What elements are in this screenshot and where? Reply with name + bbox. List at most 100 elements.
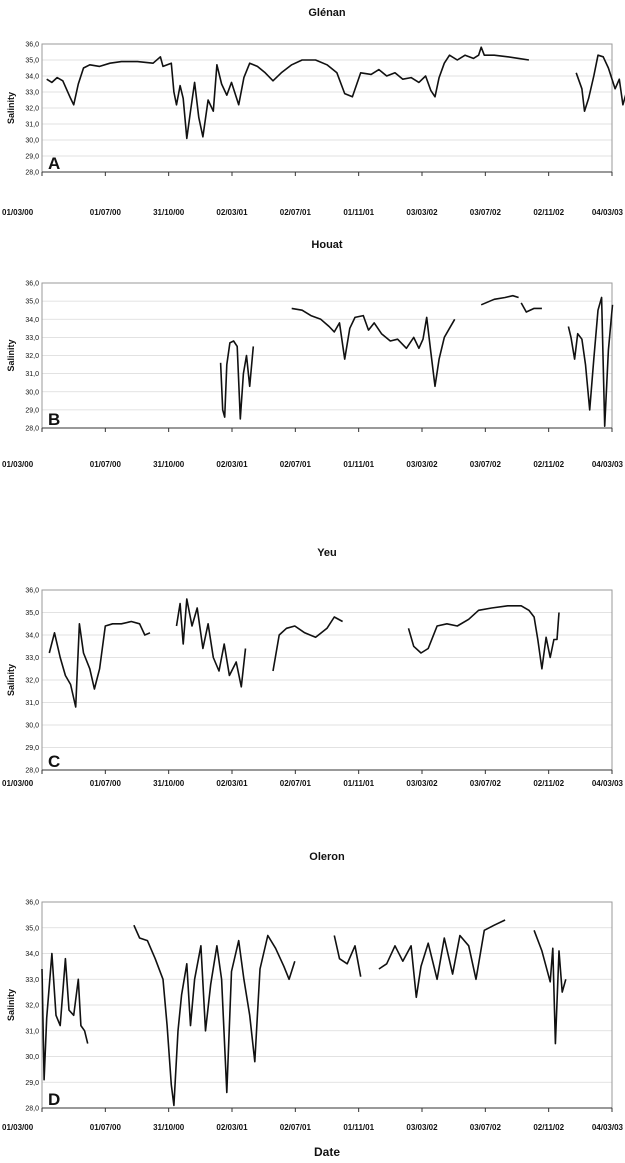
chart-title: Glénan xyxy=(308,7,346,19)
salinity-series-line xyxy=(533,930,567,1045)
salinity-series-line xyxy=(46,46,530,140)
salinity-series-line xyxy=(291,307,456,388)
x-tick-label: 01/03/00 xyxy=(2,460,34,469)
y-tick-label: 35,0 xyxy=(25,299,39,306)
y-tick-label: 31,0 xyxy=(25,122,39,129)
salinity-series-line xyxy=(480,294,519,306)
y-tick-label: 30,0 xyxy=(25,138,39,145)
y-tick-label: 28,0 xyxy=(25,426,39,433)
x-tick-label: 01/07/00 xyxy=(90,460,122,469)
salinity-series-line xyxy=(575,54,625,112)
y-tick-label: 31,0 xyxy=(25,1028,39,1035)
x-tick-label: 01/03/00 xyxy=(2,779,34,788)
x-tick-label: 03/07/02 xyxy=(470,208,502,217)
salinity-series-line xyxy=(133,924,296,1107)
y-tick-label: 34,0 xyxy=(25,317,39,324)
x-tick-label: 01/07/00 xyxy=(90,779,122,788)
y-tick-label: 33,0 xyxy=(25,977,39,984)
x-tick-label: 02/07/01 xyxy=(280,460,312,469)
x-tick-label: 02/07/01 xyxy=(280,1123,312,1132)
panel-letter: A xyxy=(48,154,60,173)
x-tick-label: 31/10/00 xyxy=(153,1123,185,1132)
y-axis-label: Salinity xyxy=(6,339,16,371)
salinity-series-line xyxy=(219,340,255,420)
y-tick-label: 36,0 xyxy=(25,588,39,595)
x-tick-label: 02/07/01 xyxy=(280,208,312,217)
y-tick-label: 32,0 xyxy=(25,106,39,113)
y-tick-label: 35,0 xyxy=(25,610,39,617)
chart-panel-c: Yeu 28,0 29,0 30,0 31,0 32,0 33,0 34,0 35,0 36,0 0… xyxy=(2,547,624,788)
y-tick-label: 36,0 xyxy=(25,281,39,288)
y-tick-label: 28,0 xyxy=(25,768,39,775)
x-tick-label: 01/11/01 xyxy=(343,208,374,217)
chart-panel-d: Oleron 28,0 29,0 30,0 31,0 32,0 33,0 34,0 35,0 36… xyxy=(2,851,624,1159)
y-tick-label: 30,0 xyxy=(25,1054,39,1061)
y-tick-label: 34,0 xyxy=(25,74,39,81)
salinity-series-line xyxy=(567,296,614,427)
chart-title: Yeu xyxy=(317,547,337,559)
x-tick-label: 04/03/03 xyxy=(592,208,624,217)
y-axis-label: Salinity xyxy=(6,92,16,124)
panel-letter: B xyxy=(48,410,60,429)
x-tick-label: 02/11/02 xyxy=(533,208,564,217)
y-tick-label: 36,0 xyxy=(25,900,39,907)
x-tick-label: 03/03/02 xyxy=(406,460,438,469)
y-tick-label: 32,0 xyxy=(25,678,39,685)
x-tick-label: 02/11/02 xyxy=(533,1123,564,1132)
chart-title: Oleron xyxy=(309,851,345,863)
y-tick-label: 29,0 xyxy=(25,154,39,161)
y-tick-label: 28,0 xyxy=(25,1106,39,1113)
x-tick-label: 01/03/00 xyxy=(2,1123,34,1132)
y-tick-label: 29,0 xyxy=(25,745,39,752)
x-tick-label: 02/11/02 xyxy=(533,779,564,788)
x-tick-label: 01/07/00 xyxy=(90,1123,122,1132)
y-tick-label: 29,0 xyxy=(25,1080,39,1087)
salinity-series-line xyxy=(41,952,89,1081)
y-axis-label: Salinity xyxy=(6,664,16,696)
salinity-series-line xyxy=(333,935,362,977)
x-tick-label: 02/03/01 xyxy=(216,208,248,217)
panel-letter: C xyxy=(48,752,60,771)
x-tick-label: 02/03/01 xyxy=(216,779,248,788)
y-tick-label: 31,0 xyxy=(25,700,39,707)
y-tick-label: 35,0 xyxy=(25,58,39,65)
x-tick-label: 01/07/00 xyxy=(90,208,122,217)
x-tick-label: 03/07/02 xyxy=(470,1123,502,1132)
y-tick-label: 34,0 xyxy=(25,951,39,958)
y-tick-label: 35,0 xyxy=(25,925,39,932)
x-tick-label: 03/03/02 xyxy=(406,208,438,217)
x-tick-label: 04/03/03 xyxy=(592,460,624,469)
y-tick-label: 30,0 xyxy=(25,723,39,730)
x-tick-label: 03/03/02 xyxy=(406,1123,438,1132)
x-axis-label: Date xyxy=(314,1145,340,1159)
x-tick-label: 02/03/01 xyxy=(216,460,248,469)
salinity-series-line xyxy=(48,620,151,708)
salinity-series-line xyxy=(378,919,506,999)
y-tick-label: 33,0 xyxy=(25,90,39,97)
x-tick-label: 03/03/02 xyxy=(406,779,438,788)
x-tick-label: 01/11/01 xyxy=(343,779,374,788)
salinity-series-line xyxy=(520,302,542,313)
y-tick-label: 32,0 xyxy=(25,353,39,360)
y-tick-label: 32,0 xyxy=(25,1003,39,1010)
y-tick-label: 33,0 xyxy=(25,655,39,662)
panel-letter: D xyxy=(48,1090,60,1109)
y-tick-label: 30,0 xyxy=(25,389,39,396)
x-tick-label: 01/11/01 xyxy=(343,460,374,469)
salinity-series-line xyxy=(272,616,343,672)
salinity-series-line xyxy=(407,605,560,670)
y-tick-label: 33,0 xyxy=(25,335,39,342)
chart-panel-b: Houat 28,0 29,0 30,0 31,0 32,0 33,0 34,0 35,0 36,… xyxy=(2,239,624,469)
y-tick-label: 28,0 xyxy=(25,170,39,177)
y-tick-label: 29,0 xyxy=(25,407,39,414)
x-tick-label: 01/11/01 xyxy=(343,1123,374,1132)
x-tick-label: 02/11/02 xyxy=(533,460,564,469)
x-tick-label: 04/03/03 xyxy=(592,779,624,788)
y-tick-label: 34,0 xyxy=(25,633,39,640)
y-tick-label: 31,0 xyxy=(25,371,39,378)
x-tick-label: 04/03/03 xyxy=(592,1123,624,1132)
x-tick-label: 02/07/01 xyxy=(280,779,312,788)
x-tick-label: 03/07/02 xyxy=(470,460,502,469)
y-tick-label: 36,0 xyxy=(25,42,39,49)
